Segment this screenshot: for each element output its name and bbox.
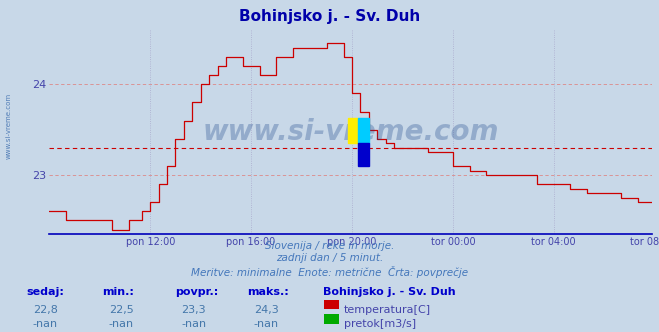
Text: maks.:: maks.: bbox=[247, 287, 289, 297]
Text: povpr.:: povpr.: bbox=[175, 287, 218, 297]
Bar bbox=[348, 118, 358, 143]
Text: 23,3: 23,3 bbox=[181, 305, 206, 315]
Text: -nan: -nan bbox=[109, 319, 134, 329]
Bar bbox=[358, 143, 369, 166]
Text: Bohinjsko j. - Sv. Duh: Bohinjsko j. - Sv. Duh bbox=[323, 287, 455, 297]
Text: temperatura[C]: temperatura[C] bbox=[344, 305, 431, 315]
Text: -nan: -nan bbox=[254, 319, 279, 329]
Text: Slovenija / reke in morje.: Slovenija / reke in morje. bbox=[265, 241, 394, 251]
Text: sedaj:: sedaj: bbox=[26, 287, 64, 297]
Text: min.:: min.: bbox=[102, 287, 134, 297]
Text: zadnji dan / 5 minut.: zadnji dan / 5 minut. bbox=[276, 253, 383, 263]
Text: www.si-vreme.com: www.si-vreme.com bbox=[5, 93, 12, 159]
Text: pretok[m3/s]: pretok[m3/s] bbox=[344, 319, 416, 329]
Text: 22,8: 22,8 bbox=[33, 305, 58, 315]
Bar bbox=[358, 118, 369, 143]
Text: Meritve: minimalne  Enote: metrične  Črta: povprečje: Meritve: minimalne Enote: metrične Črta:… bbox=[191, 266, 468, 278]
Text: -nan: -nan bbox=[33, 319, 58, 329]
Text: 22,5: 22,5 bbox=[109, 305, 134, 315]
Text: Bohinjsko j. - Sv. Duh: Bohinjsko j. - Sv. Duh bbox=[239, 9, 420, 24]
Text: -nan: -nan bbox=[181, 319, 206, 329]
Text: www.si-vreme.com: www.si-vreme.com bbox=[203, 118, 499, 146]
Text: 24,3: 24,3 bbox=[254, 305, 279, 315]
